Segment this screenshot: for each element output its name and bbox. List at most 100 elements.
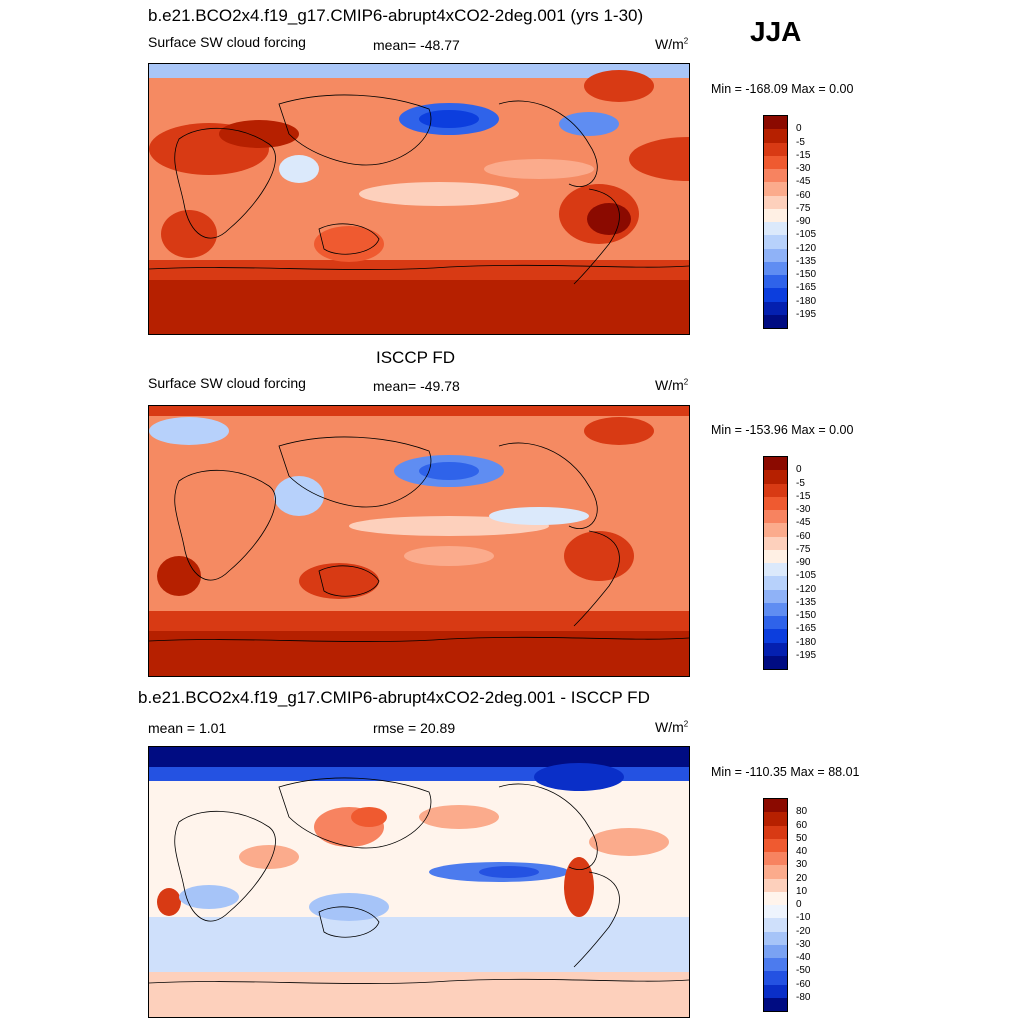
panel-1-minmax: Min = -168.09 Max = 0.00	[711, 82, 854, 96]
colorbar-swatch	[764, 510, 787, 524]
colorbar-swatch	[764, 470, 787, 484]
colorbar-tick-label: -75	[796, 543, 811, 555]
colorbar-tick-label: -105	[796, 229, 817, 241]
colorbar-swatch	[764, 825, 787, 839]
colorbar-swatch	[764, 629, 787, 643]
panel-1-mean-label: mean= -48.77	[373, 37, 460, 53]
colorbar-tick-label: 20	[796, 872, 808, 884]
colorbar-tick-label: 10	[796, 885, 808, 897]
colorbar-swatch	[764, 182, 787, 196]
colorbar-tick-label: -50	[796, 965, 811, 977]
panel-2-title: ISCCP FD	[376, 348, 456, 367]
colorbar-tick-label: -90	[796, 216, 811, 227]
colorbar-tick-label: -15	[796, 490, 811, 502]
colorbar-tick-label: -10	[796, 912, 811, 924]
colorbar-tick-label: -165	[796, 623, 817, 635]
colorbar-tick-label: -30	[796, 938, 811, 950]
colorbar-swatch	[764, 958, 787, 972]
colorbar-swatch	[764, 918, 787, 932]
colorbar-tick-label: 80	[796, 806, 808, 818]
colorbar-tick-label: -120	[796, 242, 817, 254]
colorbar-tick-label: -5	[796, 477, 805, 489]
colorbar-swatch	[764, 984, 787, 998]
panel-2-map	[148, 405, 690, 677]
colorbar-swatch	[764, 222, 787, 236]
colorbar-swatch	[764, 852, 787, 866]
colorbar-tick-label: -165	[796, 282, 817, 294]
panel-3-colorbar	[763, 798, 788, 1012]
colorbar-swatch	[764, 878, 787, 892]
colorbar-swatch	[764, 275, 787, 289]
colorbar-tick-label: 40	[796, 846, 808, 857]
colorbar-swatch	[764, 997, 787, 1011]
colorbar-swatch	[764, 865, 787, 879]
colorbar-swatch	[764, 483, 787, 497]
colorbar-tick-label: -180	[796, 295, 817, 307]
colorbar-swatch	[764, 931, 787, 945]
panel-1-title: b.e21.BCO2x4.f19_g17.CMIP6-abrupt4xCO2-2…	[148, 6, 644, 25]
colorbar-tick-label: 0	[796, 899, 802, 910]
colorbar-tick-label: 60	[796, 819, 808, 831]
panel-3-map	[148, 746, 690, 1018]
colorbar-tick-label: -150	[796, 269, 817, 280]
colorbar-swatch	[764, 642, 787, 656]
panel-1-variable-label: Surface SW cloud forcing	[148, 34, 306, 50]
panel-2-minmax: Min = -153.96 Max = 0.00	[711, 423, 854, 437]
colorbar-swatch	[764, 549, 787, 563]
colorbar-tick-label: -5	[796, 136, 805, 148]
colorbar-swatch	[764, 655, 787, 669]
panel-3-minmax: Min = -110.35 Max = 88.01	[711, 765, 860, 779]
colorbar-swatch	[764, 576, 787, 590]
colorbar-swatch	[764, 155, 787, 169]
panel-1-map	[148, 63, 690, 335]
panel-3-units: W/m2	[655, 719, 689, 735]
panel-3-mean-label: mean = 1.01	[148, 720, 227, 736]
colorbar-tick-label: -135	[796, 596, 817, 608]
colorbar-tick-label: -90	[796, 557, 811, 568]
colorbar-swatch	[764, 314, 787, 328]
colorbar-tick-label: -20	[796, 925, 811, 937]
colorbar-swatch	[764, 195, 787, 209]
colorbar-swatch	[764, 208, 787, 222]
colorbar-swatch	[764, 589, 787, 603]
panel-2-mean-label: mean= -49.78	[373, 378, 460, 394]
colorbar-swatch	[764, 616, 787, 630]
colorbar-tick-label: -30	[796, 163, 811, 174]
colorbar-swatch	[764, 288, 787, 302]
colorbar-swatch	[764, 261, 787, 275]
panel-3-title: b.e21.BCO2x4.f19_g17.CMIP6-abrupt4xCO2-2…	[138, 688, 650, 707]
colorbar-swatch	[764, 496, 787, 510]
panel-3-rmse-label: rmse = 20.89	[373, 720, 456, 736]
colorbar-tick-label: -180	[796, 636, 817, 648]
colorbar-swatch	[764, 838, 787, 852]
colorbar-swatch	[764, 523, 787, 537]
panel-2-units: W/m2	[655, 377, 689, 393]
colorbar-swatch	[764, 235, 787, 249]
colorbar-tick-label: 0	[796, 464, 802, 476]
colorbar-tick-label: -80	[796, 991, 811, 1003]
colorbar-tick-label: -135	[796, 255, 817, 267]
colorbar-tick-label: 30	[796, 859, 808, 871]
colorbar-tick-label: 50	[796, 832, 808, 844]
colorbar-tick-label: -195	[796, 308, 817, 320]
colorbar-swatch	[764, 169, 787, 183]
colorbar-tick-label: 0	[796, 123, 802, 135]
colorbar-swatch	[764, 129, 787, 143]
colorbar-tick-label: -120	[796, 583, 817, 595]
panel-2-colorbar	[763, 456, 788, 670]
colorbar-swatch	[764, 602, 787, 616]
colorbar-tick-label: -105	[796, 570, 817, 582]
colorbar-swatch	[764, 812, 787, 826]
colorbar-swatch	[764, 142, 787, 156]
colorbar-tick-label: -30	[796, 504, 811, 515]
colorbar-swatch	[764, 905, 787, 919]
colorbar-swatch	[764, 536, 787, 550]
colorbar-tick-label: -60	[796, 530, 811, 542]
colorbar-tick-label: -60	[796, 978, 811, 990]
colorbar-swatch	[764, 248, 787, 262]
colorbar-swatch	[764, 457, 787, 471]
panel-2-variable-label: Surface SW cloud forcing	[148, 375, 306, 391]
colorbar-swatch	[764, 301, 787, 315]
colorbar-swatch	[764, 944, 787, 958]
season-label: JJA	[750, 16, 802, 47]
